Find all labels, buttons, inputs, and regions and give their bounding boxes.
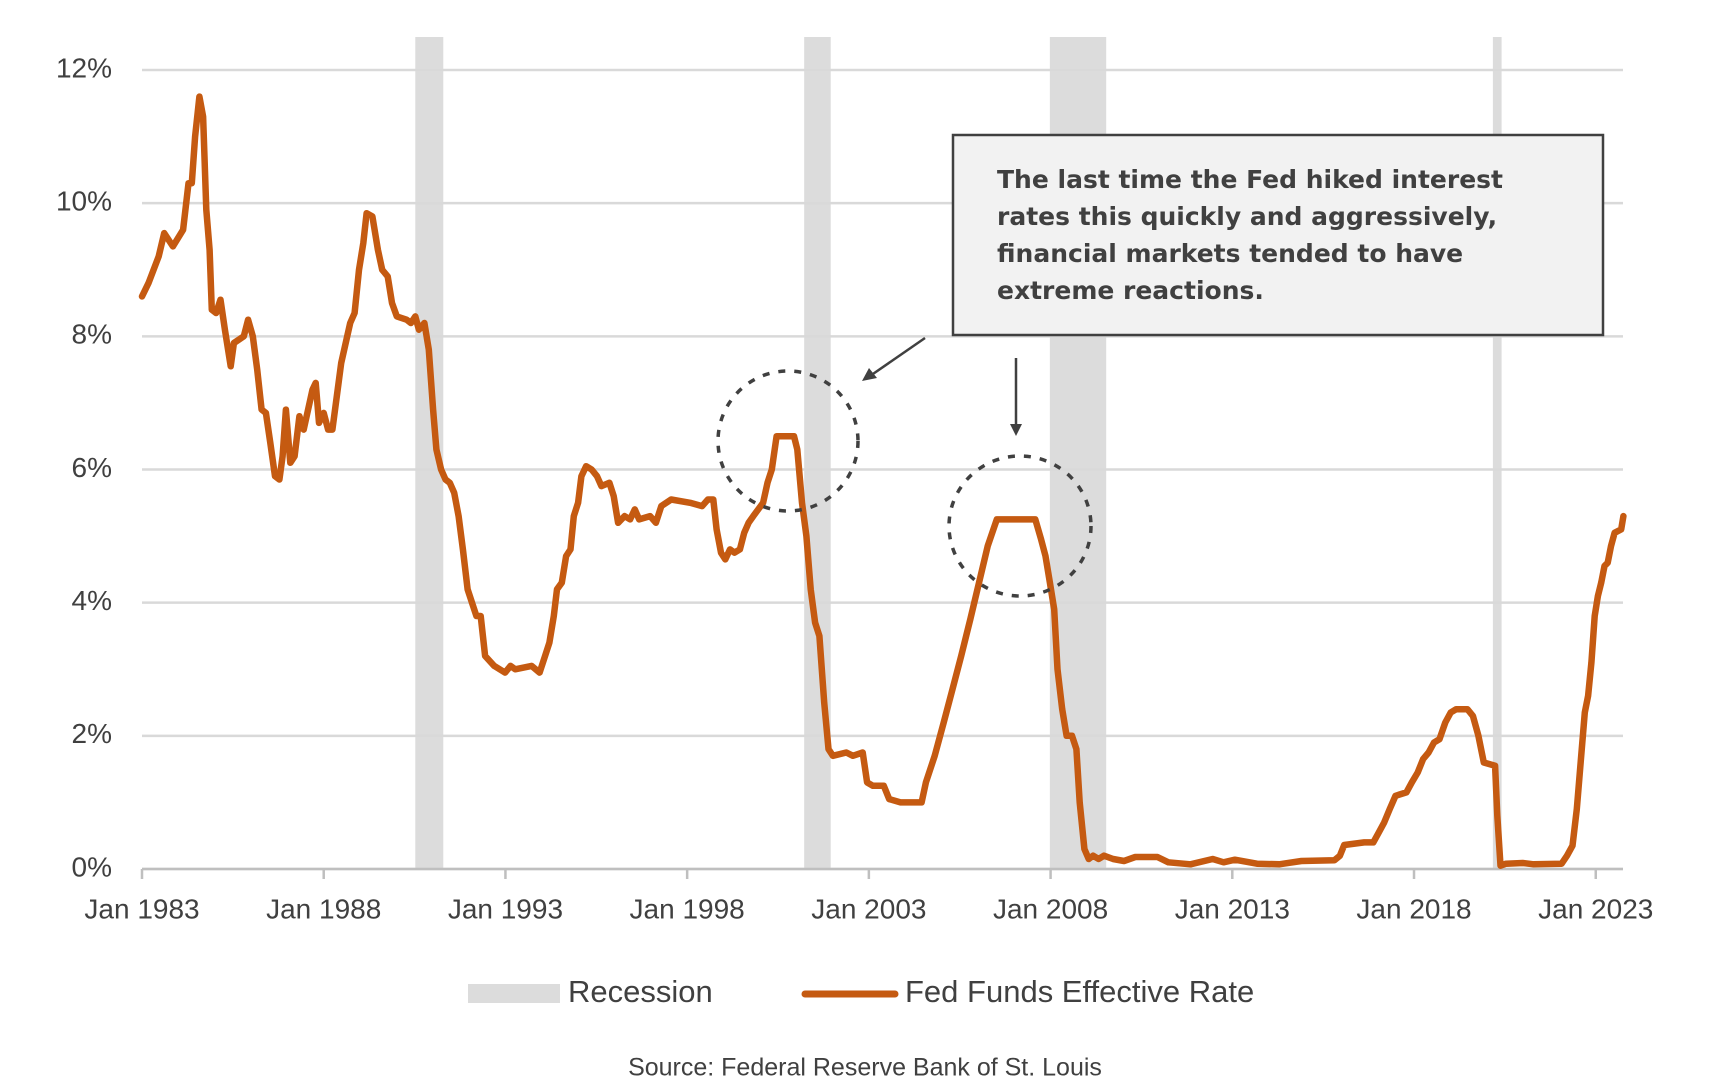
source: Source: Federal Reserve Bank of St. Loui… [628, 1054, 1102, 1082]
x-tick-label: Jan 1993 [448, 893, 563, 924]
x-tick-label: Jan 2003 [811, 893, 926, 924]
legend-label: Recession [568, 974, 713, 1009]
line-layer [138, 93, 1627, 869]
y-tick-label: 4% [72, 585, 112, 616]
legend-label: Fed Funds Effective Rate [905, 974, 1254, 1009]
x-tick-label: Jan 2013 [1175, 893, 1290, 924]
annotation-box [951, 133, 1605, 337]
label-layer: 0% 2% 4% 6% 8% 10% 12% Jan 1983 Jan 1988 Jan 1993… [56, 52, 1653, 924]
y-tick-label: 10% [56, 186, 112, 217]
y-tick-label: 8% [72, 319, 112, 350]
y-tick-label: 2% [72, 718, 112, 749]
x-tick-label: Jan 1988 [266, 893, 381, 924]
recession-band [1492, 37, 1502, 869]
y-tick-label: 0% [72, 851, 112, 882]
highlight-circle [716, 369, 860, 513]
y-tick-label: 12% [56, 52, 112, 83]
arrow [1010, 358, 1022, 436]
legend-swatch-recession [468, 984, 560, 1003]
annotation-line: financial markets tended to have [997, 239, 1463, 268]
x-tick-label: Jan 2018 [1356, 893, 1471, 924]
arrow [862, 336, 926, 381]
y-tick-label: 6% [72, 452, 112, 483]
x-tick-label: Jan 1998 [630, 893, 745, 924]
annotation-line: extreme reactions. [997, 276, 1264, 305]
x-tick-label: Jan 2023 [1538, 893, 1653, 924]
grid-layer [140, 68, 1623, 879]
x-tick-label: Jan 1983 [84, 893, 199, 924]
annotation-line: rates this quickly and aggressively, [997, 202, 1497, 231]
x-tick-label: Jan 2008 [993, 893, 1108, 924]
annotation-line: The last time the Fed hiked interest [997, 165, 1503, 194]
rate-line [138, 93, 1627, 869]
highlight-circle [947, 454, 1093, 598]
annotation-text: The last time the Fed hiked interest rate… [997, 165, 1503, 305]
